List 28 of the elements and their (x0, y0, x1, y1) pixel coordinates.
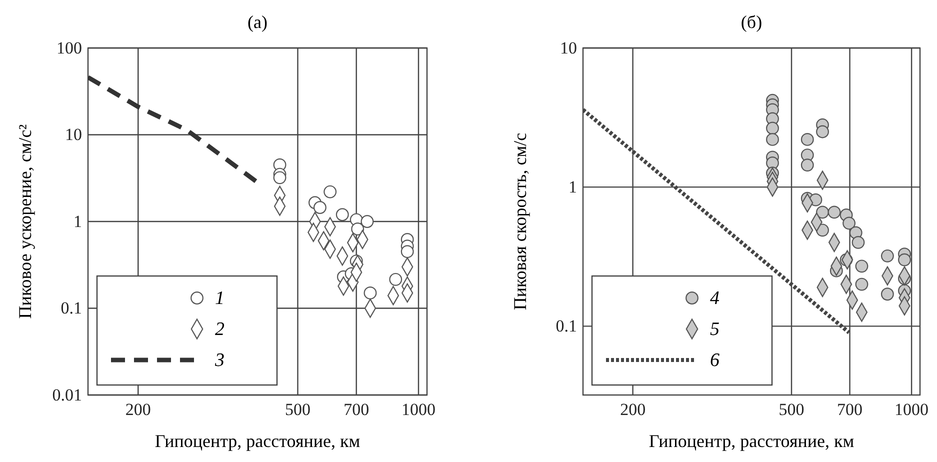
y-tick-label: 10 (560, 38, 577, 58)
y-tick-label: 100 (56, 38, 82, 58)
chart-title: (б) (740, 12, 762, 32)
x-tick-label: 500 (284, 400, 310, 420)
y-tick-label: 1 (74, 212, 82, 231)
y-tick-label: 10 (65, 125, 82, 144)
x-tick-label: 1000 (894, 400, 929, 420)
legend-label: 4 (710, 288, 720, 309)
x-tick-label: 700 (344, 400, 370, 420)
x-tick-label: 500 (778, 400, 804, 420)
y-axis-title: Пиковая скорость, см/с (510, 132, 530, 310)
x-axis-title: Гипоцентр, расстояние, км (154, 431, 360, 451)
x-tick-label: 200 (620, 400, 646, 420)
x-tick-label: 700 (837, 400, 863, 420)
legend-label: 6 (710, 350, 720, 371)
x-axis-title: Гипоцентр, расстояние, км (648, 431, 854, 451)
y-tick-label: 0.1 (556, 316, 577, 336)
legend-label: 2 (215, 319, 225, 340)
legend-label: 1 (215, 288, 224, 309)
legend-label: 5 (710, 319, 720, 340)
y-tick-label: 0.1 (60, 298, 82, 318)
legend-label: 3 (214, 350, 224, 371)
x-tick-label: 1000 (402, 400, 436, 420)
y-tick-label: 0.01 (52, 385, 82, 404)
y-axis-title: Пиковое ускорение, см/с² (15, 124, 35, 319)
y-tick-label: 1 (568, 178, 577, 197)
x-tick-label: 200 (125, 400, 151, 420)
chart-title: (а) (248, 12, 268, 32)
